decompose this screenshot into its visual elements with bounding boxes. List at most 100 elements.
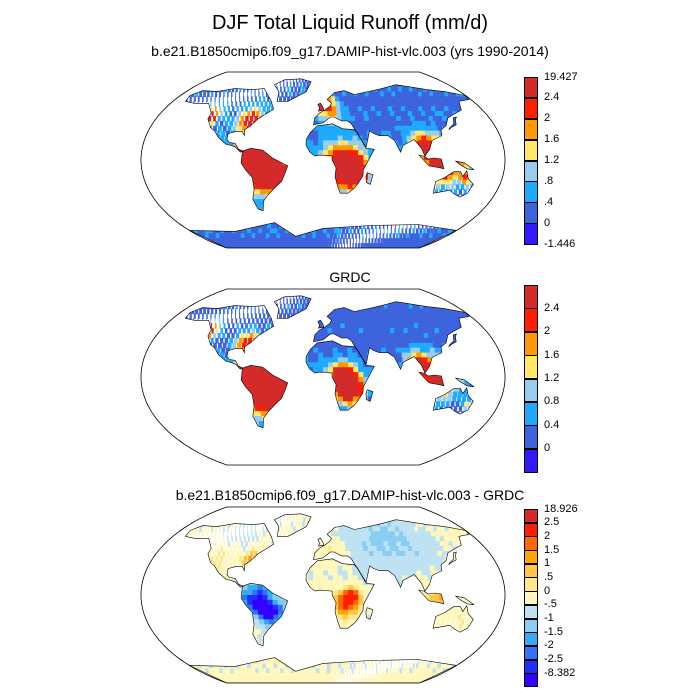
grid-cell — [333, 233, 337, 239]
grid-cell — [395, 347, 403, 354]
grid-cell — [444, 381, 450, 388]
grid-cell — [353, 455, 354, 461]
grid-cell — [156, 136, 160, 142]
grid-cell — [200, 184, 208, 190]
grid-cell — [342, 238, 345, 244]
grid-cell — [308, 342, 314, 349]
grid-cell — [402, 416, 406, 422]
grid-cell — [367, 425, 372, 428]
grid-cell — [296, 445, 302, 451]
grid-cell — [205, 416, 214, 422]
grid-cell — [166, 160, 172, 166]
grid-cell — [366, 406, 372, 412]
grid-cell — [389, 111, 397, 117]
grid-cell — [455, 401, 460, 407]
grid-cell — [206, 160, 213, 166]
grid-cell — [332, 431, 337, 437]
grid-cell — [488, 348, 496, 354]
grid-cell — [305, 213, 312, 220]
grid-cell — [141, 160, 147, 166]
grid-cell — [462, 357, 469, 363]
grid-cell — [245, 106, 248, 112]
grid-cell — [211, 328, 214, 334]
grid-cell — [213, 125, 217, 132]
grid-cell — [371, 347, 378, 354]
grid-cell — [252, 174, 259, 181]
grid-cell — [404, 342, 411, 349]
grid-cell — [257, 155, 263, 161]
grid-cell — [285, 416, 292, 422]
grid-cell — [223, 91, 225, 98]
grid-cell — [247, 381, 254, 388]
grid-cell — [338, 308, 344, 315]
grid-cell — [268, 357, 274, 363]
grid-cell — [428, 174, 433, 181]
grid-cell — [243, 396, 250, 403]
grid-cell — [193, 106, 195, 112]
grid-cell — [445, 441, 448, 447]
grid-cell — [339, 101, 346, 107]
grid-cell — [239, 135, 245, 142]
grid-cell — [361, 342, 368, 349]
grid-cell — [298, 130, 304, 137]
grid-cell — [247, 81, 251, 88]
grid-cell — [223, 78, 230, 83]
grid-cell — [459, 372, 466, 378]
grid-cell — [323, 391, 329, 398]
grid-cell — [173, 175, 180, 181]
grid-cell — [451, 411, 455, 417]
grid-cell — [368, 160, 375, 166]
grid-cell — [377, 116, 385, 122]
grid-cell — [227, 308, 229, 315]
grid-cell — [362, 357, 369, 363]
grid-cell — [431, 436, 432, 442]
grid-cell — [189, 106, 190, 112]
grid-cell — [398, 445, 400, 451]
grid-cell — [338, 91, 344, 98]
grid-cell — [485, 372, 491, 378]
grid-cell — [156, 155, 162, 161]
grid-cell — [213, 179, 221, 186]
grid-cell — [353, 150, 359, 156]
grid-cell — [391, 445, 392, 451]
grid-cell — [251, 194, 258, 200]
grid-cell — [359, 450, 360, 456]
grid-cell — [468, 213, 471, 220]
grid-cell — [419, 333, 427, 339]
grid-cell — [480, 401, 483, 407]
grid-cell — [302, 218, 308, 225]
grid-cell — [323, 111, 329, 117]
grid-cell — [273, 357, 279, 363]
grid-cell — [177, 170, 183, 176]
grid-cell — [263, 431, 270, 437]
grid-cell — [243, 78, 248, 83]
grid-cell — [278, 111, 283, 117]
grid-cell — [363, 243, 366, 248]
grid-cell — [256, 194, 263, 200]
grid-cell — [362, 298, 370, 305]
grid-cell — [400, 333, 408, 339]
grid-cell — [197, 96, 200, 102]
grid-cell — [333, 391, 339, 398]
grid-cell — [309, 416, 315, 422]
grid-cell — [156, 165, 162, 171]
grid-cell — [192, 362, 198, 368]
grid-cell — [289, 78, 291, 83]
grid-cell — [262, 81, 264, 88]
grid-cell — [342, 308, 348, 315]
grid-cell — [251, 342, 256, 349]
grid-cell — [370, 411, 376, 417]
grid-cell — [280, 431, 286, 437]
grid-cell — [378, 367, 385, 373]
grid-cell — [257, 372, 263, 378]
grid-cell — [474, 421, 475, 427]
grid-cell — [308, 174, 314, 181]
grid-cell — [385, 342, 392, 349]
grid-cell — [373, 204, 378, 210]
grid-cell — [143, 362, 148, 368]
grid-cell — [332, 347, 339, 354]
grid-cell — [359, 204, 364, 210]
grid-cell — [153, 406, 161, 412]
grid-cell — [153, 175, 160, 181]
grid-cell — [308, 184, 314, 190]
